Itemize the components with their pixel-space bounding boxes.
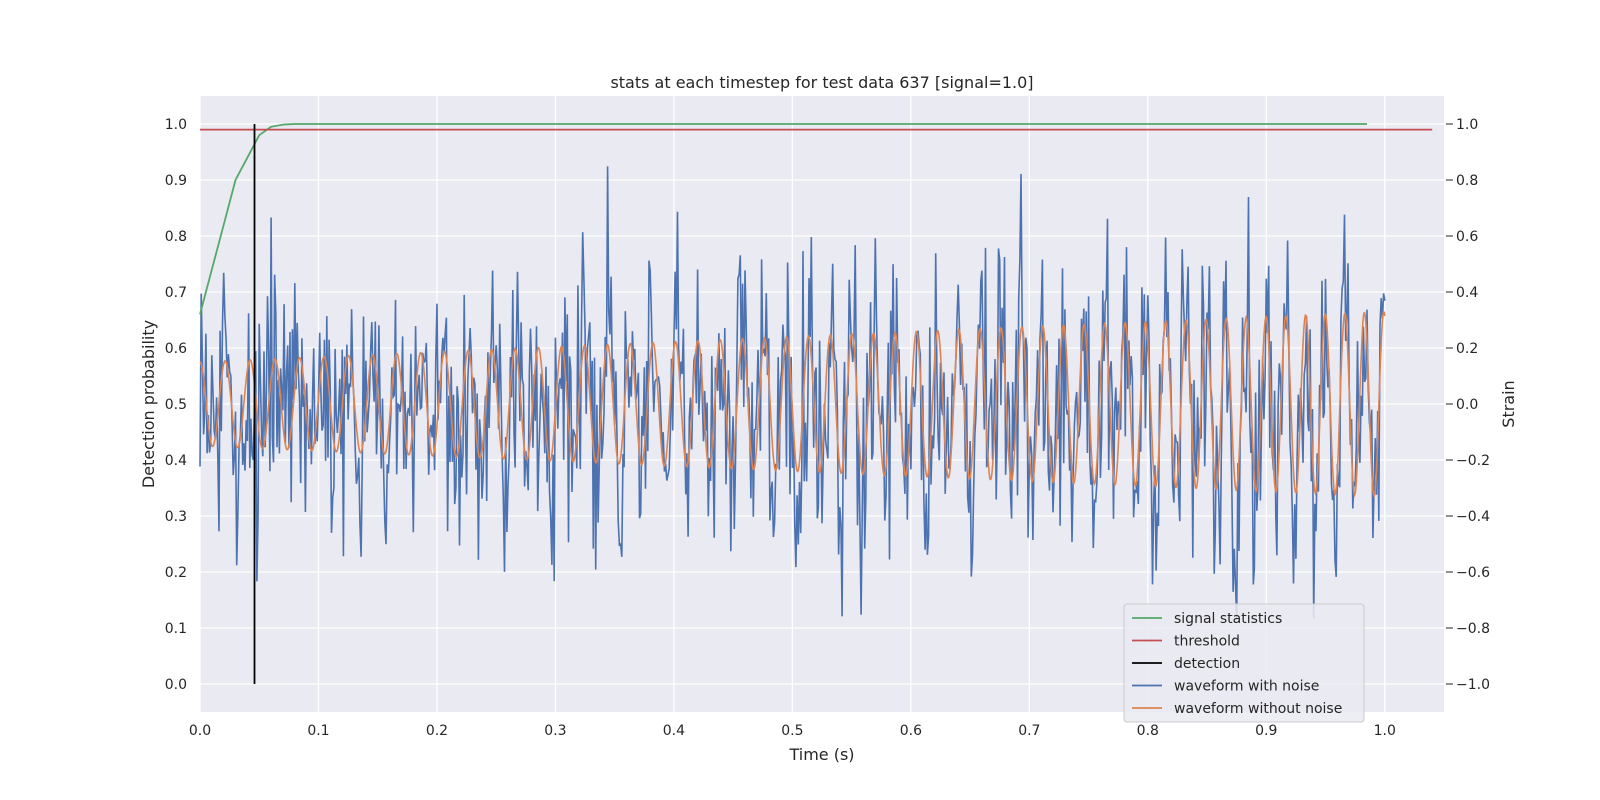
y-left-tick-label: 0.1 bbox=[165, 621, 187, 637]
x-tick-label: 0.7 bbox=[1018, 723, 1040, 739]
legend-label: threshold bbox=[1174, 634, 1240, 650]
y-left-tick-label: 0.8 bbox=[165, 229, 187, 245]
y-right-tick-label: 0.0 bbox=[1456, 397, 1478, 413]
legend-label: waveform with noise bbox=[1174, 679, 1319, 695]
x-tick-label: 0.6 bbox=[900, 723, 922, 739]
x-tick-label: 0.0 bbox=[189, 723, 211, 739]
x-tick-label: 0.1 bbox=[307, 723, 329, 739]
y-left-tick-label: 0.2 bbox=[165, 565, 187, 581]
x-tick-label: 0.8 bbox=[1137, 723, 1159, 739]
series-waveform-with-noise bbox=[199, 166, 1386, 620]
y-left-tick-label: 0.3 bbox=[165, 509, 187, 525]
x-tick-label: 0.2 bbox=[426, 723, 448, 739]
y-left-tick-label: 0.6 bbox=[165, 341, 187, 357]
y-right-tick-label: −1.0 bbox=[1456, 677, 1490, 693]
y-left-tick-label: 0.4 bbox=[165, 453, 187, 469]
legend-box bbox=[1123, 603, 1365, 723]
x-axis-ticks: 0.0 0.1 0.2 0.3 0.4 0.5 0.6 0.7 0.8 0.9 1.0 bbox=[189, 723, 1396, 739]
legend-label: waveform without noise bbox=[1174, 701, 1342, 717]
y-left-tick-label: 0.5 bbox=[165, 397, 187, 413]
y-left-tick-label: 0.7 bbox=[165, 285, 187, 301]
y-right-tick-label: −0.6 bbox=[1456, 565, 1490, 581]
y-right-tick-label: 0.2 bbox=[1456, 341, 1478, 357]
x-tick-label: 0.9 bbox=[1255, 723, 1277, 739]
x-tick-label: 0.4 bbox=[663, 723, 685, 739]
y-right-tick-label: 0.4 bbox=[1456, 285, 1478, 301]
y-left-tick-label: 0.0 bbox=[165, 677, 187, 693]
y-right-tick-label: −0.8 bbox=[1456, 621, 1490, 637]
x-tick-label: 0.5 bbox=[781, 723, 803, 739]
x-tick-label: 0.3 bbox=[544, 723, 566, 739]
y-right-tick-label: −0.2 bbox=[1456, 453, 1490, 469]
chart-title: stats at each timestep for test data 637… bbox=[610, 73, 1033, 92]
legend: signal statistics threshold detection wavef… bbox=[1123, 603, 1365, 723]
y-left-tick-label: 1.0 bbox=[165, 117, 187, 133]
legend-label: detection bbox=[1174, 656, 1240, 672]
series-waveform-without-noise bbox=[199, 310, 1386, 499]
y-right-tick-label: 1.0 bbox=[1456, 117, 1478, 133]
y-left-tick-label: 0.9 bbox=[165, 173, 187, 189]
legend-items: signal statistics threshold detection wavef… bbox=[1132, 611, 1342, 717]
y-right-tick-label: 0.6 bbox=[1456, 229, 1478, 245]
x-axis-label: Time (s) bbox=[788, 745, 854, 764]
series-layer bbox=[199, 123, 1433, 684]
y-left-axis-label: Detection probability bbox=[139, 320, 158, 488]
y-right-axis-ticks: −1.0 −0.8 −0.6 −0.4 −0.2 0.0 0.2 0.4 0.6 0.8 1.0 bbox=[1446, 117, 1490, 693]
legend-label: signal statistics bbox=[1174, 611, 1282, 627]
y-right-tick-label: −0.4 bbox=[1456, 509, 1490, 525]
y-right-axis-label: Strain bbox=[1499, 380, 1518, 427]
x-tick-label: 1.0 bbox=[1374, 723, 1396, 739]
y-right-tick-label: 0.8 bbox=[1456, 173, 1478, 189]
series-signal-statistics bbox=[199, 123, 1367, 315]
y-left-axis-ticks: 0.0 0.1 0.2 0.3 0.4 0.5 0.6 0.7 0.8 0.9 1.0 bbox=[165, 117, 187, 693]
